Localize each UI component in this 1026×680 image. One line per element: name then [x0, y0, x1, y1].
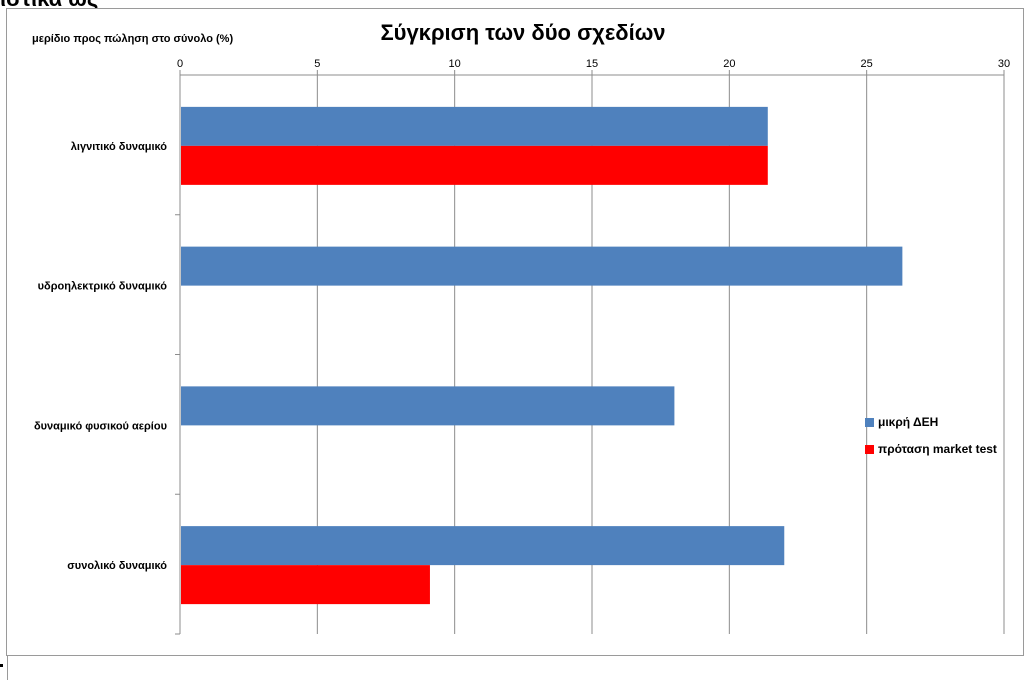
legend-item-series-0: μικρή ΔΕΗ — [865, 415, 938, 429]
page-text-fragment: ιστικά ως — [0, 0, 98, 12]
legend-swatch-series-0 — [865, 417, 874, 427]
legend-label-series-1: πρόταση market test — [878, 442, 997, 456]
x-tick-label-5: 25 — [861, 58, 873, 70]
y-category-label-1: υδροηλεκτρικό δυναμικό — [38, 281, 168, 293]
legend-label-series-0: μικρή ΔΕΗ — [878, 415, 939, 429]
bar-series-0-cat-2 — [181, 386, 675, 426]
x-tick-label-4: 20 — [723, 58, 735, 70]
x-tick-label-0: 0 — [177, 58, 183, 70]
legend-item-series-1: πρόταση market test — [865, 442, 997, 456]
x-tick-label-3: 15 — [586, 58, 598, 70]
bar-series-1-cat-0 — [181, 145, 768, 185]
bar-series-0-cat-0 — [181, 106, 768, 146]
x-tick-label-6: 30 — [998, 58, 1010, 70]
y-category-label-2: δυναμικό φυσικού αερίου — [34, 420, 167, 432]
legend-swatch-series-1 — [865, 444, 874, 454]
frame-edge — [7, 656, 8, 680]
y-category-label-3: συνολικό δυναμικό — [67, 560, 167, 572]
y-axis-title: μερίδιο προς πώληση στο σύνολο (%) — [32, 33, 234, 45]
bar-series-0-cat-1 — [181, 246, 903, 286]
bullet-dot — [0, 664, 3, 667]
bar-series-0-cat-3 — [181, 526, 785, 566]
y-category-label-0: λιγνιτικό δυναμικό — [71, 141, 167, 153]
x-tick-label-2: 10 — [449, 58, 461, 70]
x-tick-label-1: 5 — [314, 58, 320, 70]
bar-series-1-cat-3 — [181, 565, 430, 605]
chart-title: Σύγκριση των δύο σχεδίων — [380, 20, 666, 45]
